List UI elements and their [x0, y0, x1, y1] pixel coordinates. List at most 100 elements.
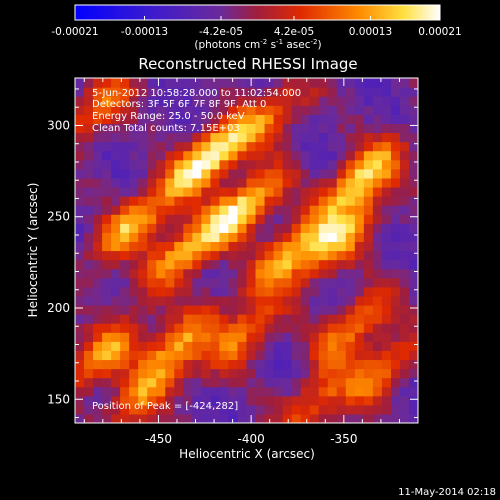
heatmap-cell [372, 268, 383, 279]
heatmap-cell [102, 223, 112, 233]
heatmap-cell [156, 268, 166, 279]
heatmap-cell [165, 286, 175, 297]
heatmap-cell [147, 413, 157, 423]
heatmap-cell [129, 87, 139, 97]
heatmap-cell [327, 295, 338, 306]
heatmap-cell [120, 268, 130, 279]
heatmap-cell [408, 196, 418, 206]
heatmap-cell [381, 386, 392, 397]
heatmap-cell [309, 359, 320, 370]
heatmap-cell [192, 132, 202, 143]
heatmap-cell [84, 286, 94, 297]
heatmap-cell [219, 323, 230, 333]
heatmap-cell [345, 150, 356, 161]
heatmap-cell [336, 114, 347, 124]
heatmap-cell [255, 277, 266, 288]
heatmap-cell [282, 368, 293, 379]
heatmap-cell [228, 413, 239, 423]
heatmap-cell [147, 78, 157, 88]
heatmap-cell [138, 295, 148, 306]
heatmap-cell [336, 223, 347, 233]
heatmap-cell [84, 186, 94, 197]
heatmap-cell [309, 168, 320, 179]
heatmap-cell [120, 314, 130, 324]
heatmap-cell [93, 314, 103, 324]
heatmap-cell [174, 259, 184, 270]
heatmap-cell [93, 232, 103, 243]
heatmap-cell [318, 413, 329, 423]
heatmap-cell [363, 105, 374, 115]
heatmap-cell [390, 223, 401, 233]
heatmap-cell [309, 341, 320, 351]
heatmap-cell [228, 196, 239, 206]
heatmap-cell [327, 250, 338, 261]
heatmap-cell [246, 259, 257, 270]
heatmap-cell [282, 123, 293, 134]
heatmap-cell [372, 168, 383, 179]
heatmap-cell [228, 304, 239, 315]
heatmap-cell [255, 295, 266, 306]
heatmap-cell [399, 332, 410, 342]
heatmap-cell [111, 350, 121, 361]
heatmap-cell [183, 168, 193, 179]
heatmap-cell [111, 250, 121, 261]
heatmap-cell [327, 168, 338, 179]
heatmap-cell [219, 196, 230, 206]
heatmap-cell [75, 114, 85, 124]
heatmap-cell [138, 132, 148, 143]
heatmap-cell [246, 141, 257, 152]
heatmap-cell [291, 78, 302, 88]
heatmap-cell [102, 205, 112, 215]
annotations: 5-Jun-2012 10:58:28.000 to 11:02:54.000 … [92, 88, 301, 412]
heatmap-cell [201, 159, 211, 170]
heatmap-cell [120, 78, 130, 88]
colorbar-ticks: -0.00021 -0.00013 -4.2e-05 4.2e-05 0.00013 0.… [51, 16, 462, 38]
heatmap-cell [192, 196, 202, 206]
heatmap-cell [192, 87, 202, 97]
heatmap-cell [309, 323, 320, 333]
heatmap-cell [156, 214, 166, 224]
heatmap-cell [228, 205, 239, 215]
heatmap-cell [192, 250, 202, 261]
heatmap-cell [84, 141, 94, 152]
heatmap-cell [300, 286, 311, 297]
heatmap-cell [147, 386, 157, 397]
heatmap-cell [111, 177, 121, 188]
heatmap-cell [75, 259, 85, 270]
heatmap-cell [309, 223, 320, 233]
heatmap-cell [165, 168, 175, 179]
heatmap-cell [327, 141, 338, 152]
heatmap-cell [192, 341, 202, 351]
heatmap-cell [282, 105, 293, 115]
heatmap-cell [75, 413, 85, 423]
heatmap-cell [399, 368, 410, 379]
heatmap-cell [273, 413, 284, 423]
heatmap-cell [165, 241, 175, 252]
heatmap-cell [201, 105, 211, 115]
heatmap-cell [255, 196, 266, 206]
heatmap-cell [84, 123, 94, 134]
heatmap-cell [174, 304, 184, 315]
heatmap-cell [300, 87, 311, 97]
heatmap-cell [291, 168, 302, 179]
heatmap-cell [318, 159, 329, 170]
heatmap-cell [381, 304, 392, 315]
heatmap-cell [408, 105, 418, 115]
heatmap-cell [336, 295, 347, 306]
heatmap-cell [84, 386, 94, 397]
heatmap-cell [327, 359, 338, 370]
heatmap-cell [138, 368, 148, 379]
heatmap-cell [282, 141, 293, 152]
heatmap-cell [318, 295, 329, 306]
heatmap-cell [381, 377, 392, 388]
heatmap-cell [237, 277, 248, 288]
heatmap-cell [201, 395, 211, 406]
heatmap-cell [156, 359, 166, 370]
heatmap-cell [264, 114, 275, 124]
heatmap-cell [255, 250, 266, 261]
heatmap-cell [147, 250, 157, 261]
heatmap-cell [408, 386, 418, 397]
heatmap-cell [237, 123, 248, 134]
heatmap-cell [408, 404, 418, 415]
heatmap-cell [192, 232, 202, 243]
